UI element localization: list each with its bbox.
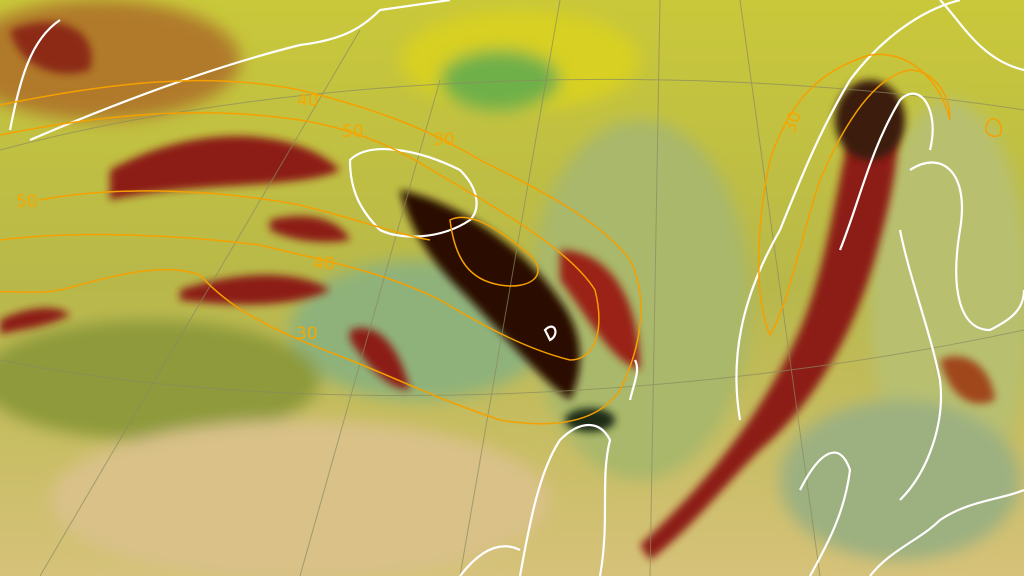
wind-contours (0, 53, 1002, 425)
contour-label: 30 (433, 130, 455, 150)
contour-label: 40 (297, 91, 319, 111)
contour-label: 30 (296, 324, 318, 344)
contour-label: 40 (313, 254, 335, 274)
dark-core (400, 80, 905, 432)
coastlines (8, 0, 1024, 576)
contour-label: 50 (342, 122, 364, 142)
contour-label: 50 (16, 192, 38, 212)
